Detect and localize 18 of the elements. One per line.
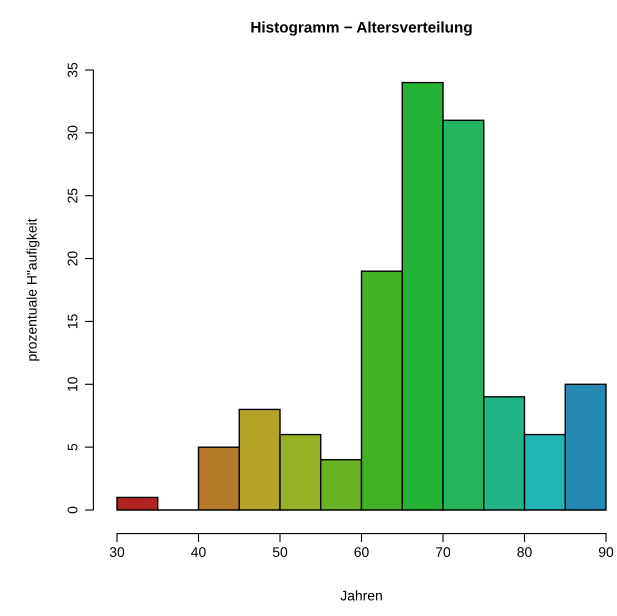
- y-tick-label: 5: [68, 444, 78, 450]
- x-tick-label: 90: [598, 547, 614, 558]
- x-tick-label: 30: [110, 547, 124, 558]
- x-tick-label: 40: [191, 547, 206, 558]
- y-tick-label: 0: [68, 506, 78, 514]
- x-tick-label: 50: [272, 547, 288, 558]
- x-tick-label: 70: [436, 547, 450, 558]
- x-tick-label: 80: [517, 547, 532, 558]
- y-axis-title: prozentuale H"aufigkeit: [26, 218, 40, 361]
- x-tick-label: 60: [354, 547, 369, 558]
- y-tick-label: 35: [68, 62, 78, 78]
- y-tick-label: 10: [68, 377, 78, 391]
- y-tick-label: 30: [68, 126, 78, 140]
- y-tick-label: 15: [68, 314, 78, 328]
- y-tick-label: 25: [68, 188, 78, 203]
- y-tick-label: 20: [68, 251, 78, 266]
- x-axis-title: Jahren: [340, 590, 382, 601]
- chart-title: Histogramm − Altersverteilung: [251, 21, 472, 36]
